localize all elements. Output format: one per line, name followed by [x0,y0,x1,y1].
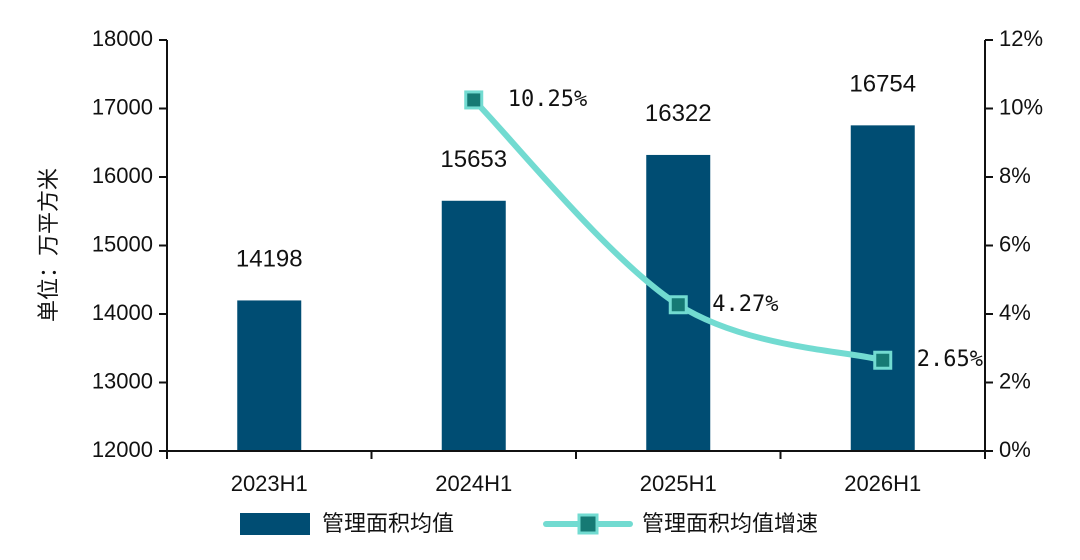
bar-value-label: 15653 [440,146,507,173]
right-tick-label: 6% [999,231,1031,256]
y-axis-title: 单位：万平方米 [37,168,62,322]
bar-value-label: 14198 [236,245,303,272]
right-tick-label: 8% [999,163,1031,188]
bar-series [237,125,915,451]
x-tick-label: 2023H1 [231,471,308,496]
left-tick-label: 16000 [92,163,153,188]
x-tick-label: 2024H1 [435,471,512,496]
right-tick-label: 0% [999,437,1031,462]
legend-bar-swatch [240,513,310,535]
right-tick-label: 10% [999,94,1043,119]
left-tick-label: 14000 [92,300,153,325]
growth-point-marker [875,352,891,368]
legend-bar-label: 管理面积均值 [322,512,454,537]
bar-value-label: 16754 [849,70,916,97]
left-tick-label: 17000 [92,94,153,119]
legend-line-label: 管理面积均值增速 [642,512,818,537]
bar-value-label: 16322 [645,100,712,127]
growth-point-marker [466,92,482,108]
left-tick-label: 13000 [92,368,153,393]
growth-value-label: 2.65% [917,347,983,372]
right-tick-label: 12% [999,26,1043,51]
growth-value-label: 10.25% [508,87,587,112]
x-tick-label: 2025H1 [640,471,717,496]
left-tick-label: 15000 [92,231,153,256]
bar [442,201,506,451]
legend-line-marker [579,515,597,533]
growth-value-label: 4.27% [712,292,778,317]
right-tick-label: 2% [999,368,1031,393]
growth-point-marker [670,297,686,313]
left-tick-label: 18000 [92,26,153,51]
legend: 管理面积均值 管理面积均值增速 [240,512,818,537]
bar [237,300,301,451]
right-y-axis: 0% 2% 4% 6% 8% 10% 12% [985,26,1043,462]
x-axis: 2023H1 2024H1 2025H1 2026H1 [167,451,985,496]
x-tick-label: 2026H1 [844,471,921,496]
right-tick-label: 4% [999,300,1031,325]
left-tick-label: 12000 [92,437,153,462]
bar [851,125,915,451]
left-y-axis: 12000 13000 14000 15000 16000 17000 18000 [92,26,167,462]
